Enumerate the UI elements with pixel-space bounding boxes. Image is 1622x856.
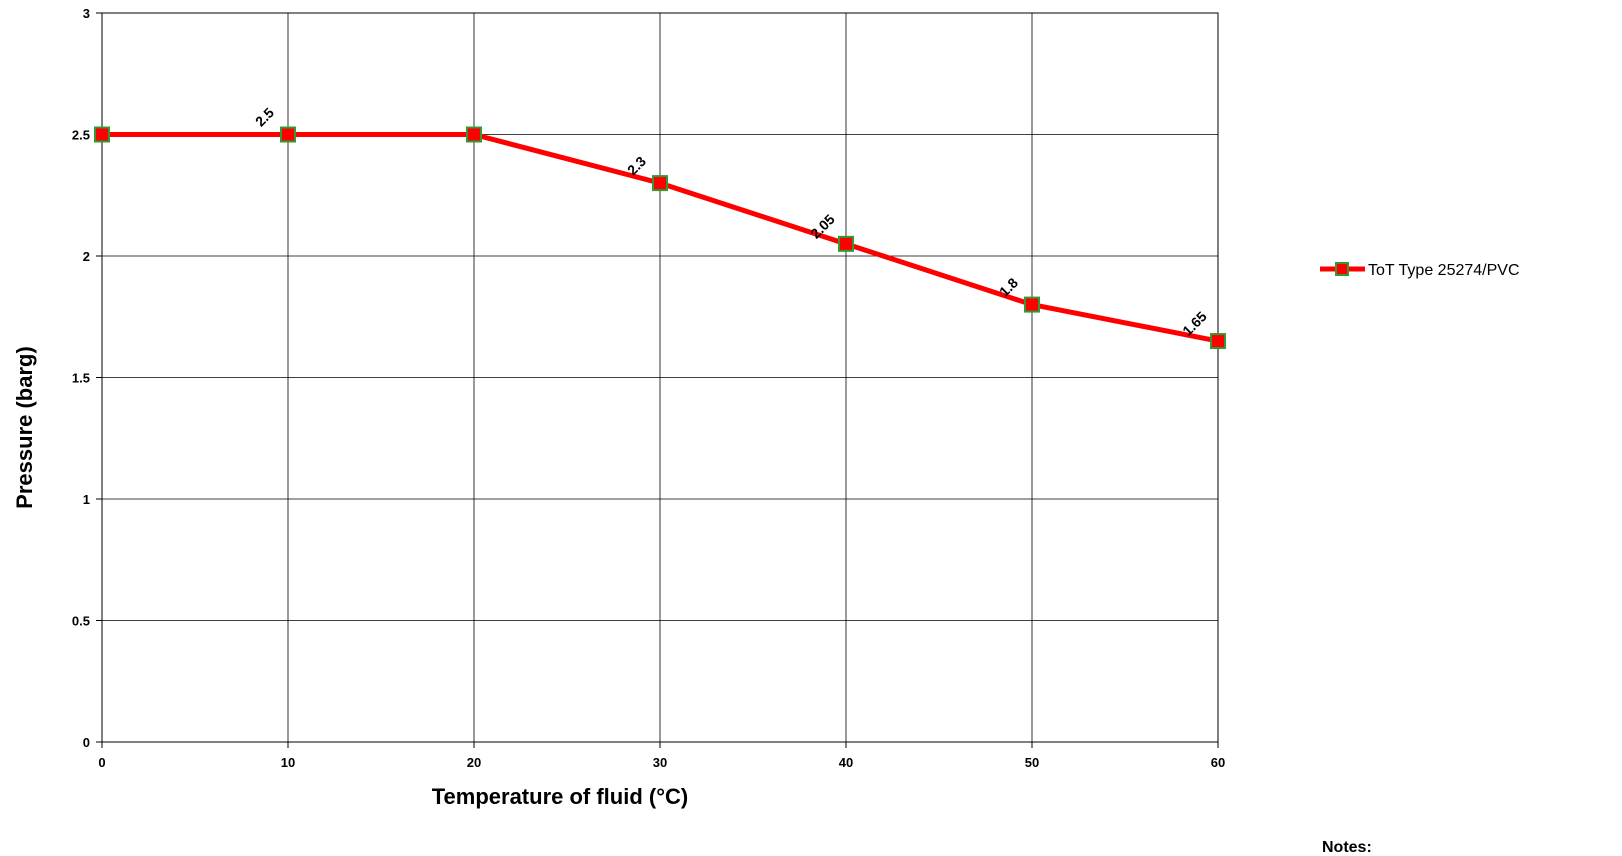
series-layer: [94, 126, 1226, 350]
y-tick-label: 2.5: [72, 128, 90, 143]
notes-label: Notes:: [1322, 839, 1372, 856]
legend-entry-label: ToT Type 25274/PVC: [1368, 262, 1520, 279]
y-tick-label: 3: [83, 6, 90, 21]
data-label: 2.05: [807, 211, 838, 242]
x-tick-label: 40: [839, 755, 853, 770]
y-tick-label: 0.5: [72, 614, 90, 629]
axis-ticks: 0 10 20 30 40 50 60 0 0.5 1 1.5 2 2.5 3: [72, 6, 1225, 770]
data-point-marker: [94, 126, 110, 143]
x-tick-label: 60: [1211, 755, 1225, 770]
legend-marker: [1335, 262, 1349, 276]
data-point-marker: [1210, 333, 1226, 350]
x-tick-label: 10: [281, 755, 295, 770]
y-tick-label: 1: [83, 492, 90, 507]
y-axis-title: Pressure (barg): [12, 346, 37, 509]
data-point-marker: [838, 235, 854, 252]
data-point-marker: [280, 126, 296, 143]
x-tick-label: 0: [98, 755, 105, 770]
y-tick-label: 2: [83, 249, 90, 264]
x-tick-label: 20: [467, 755, 481, 770]
x-axis-title: Temperature of fluid (°C): [432, 784, 689, 809]
data-labels: 2.52.32.051.81.65: [252, 104, 1210, 339]
data-point-marker: [466, 126, 482, 143]
y-tick-label: 1.5: [72, 371, 90, 386]
data-point-marker: [652, 175, 668, 192]
x-tick-label: 50: [1025, 755, 1039, 770]
legend: ToT Type 25274/PVC: [1320, 262, 1520, 279]
y-tick-label: 0: [83, 735, 90, 750]
x-tick-label: 30: [653, 755, 667, 770]
data-label: 2.5: [252, 104, 277, 129]
data-point-marker: [1024, 296, 1040, 313]
